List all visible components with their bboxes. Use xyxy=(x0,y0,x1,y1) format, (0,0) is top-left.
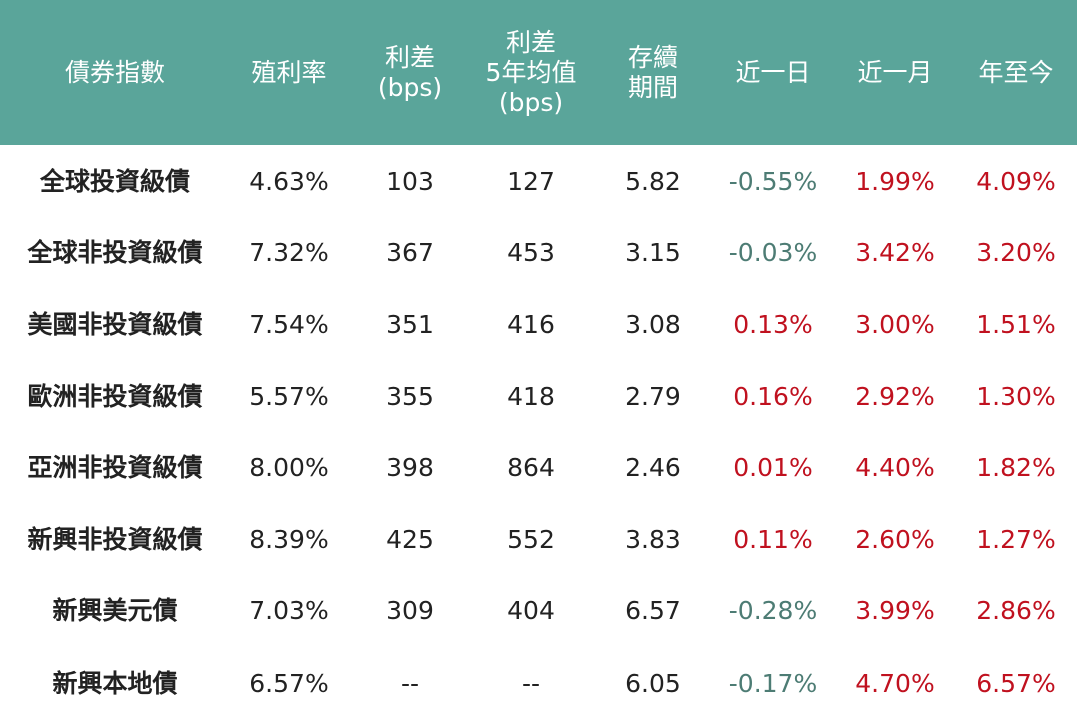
spread-cell: 398 xyxy=(386,453,434,482)
return-1m-cell: 3.00% xyxy=(855,310,935,339)
yield-cell: 5.57% xyxy=(249,382,329,411)
spread-cell: 425 xyxy=(386,525,434,554)
spread-cell: 351 xyxy=(386,310,434,339)
spread-5y-avg-cell: 864 xyxy=(507,453,555,482)
spread-5y-avg-cell: 418 xyxy=(507,382,555,411)
return-1d-cell: 0.01% xyxy=(733,453,813,482)
yield-cell: 8.00% xyxy=(249,453,329,482)
bond-name-cell: 美國非投資級債 xyxy=(27,310,203,339)
header-text-line: (bps) xyxy=(377,73,443,102)
spread-5y-avg-cell: 404 xyxy=(507,596,555,625)
yield-cell: 7.03% xyxy=(249,596,329,625)
return-ytd-cell: 1.82% xyxy=(976,453,1056,482)
return-1m-cell: 2.60% xyxy=(855,525,935,554)
return-1d-cell: 0.16% xyxy=(733,382,813,411)
return-ytd-cell: 6.57% xyxy=(976,669,1056,698)
return-1d-cell: 0.13% xyxy=(733,310,813,339)
header-text-line: 債券指數 xyxy=(64,58,165,87)
yield-cell: 4.63% xyxy=(249,167,329,196)
return-ytd-cell: 2.86% xyxy=(976,596,1056,625)
col-header-1m: 近一月 xyxy=(835,8,955,138)
col-header-spread-5y-avg: 利差 5年均值 (bps) xyxy=(466,8,596,138)
return-1d-cell: -0.17% xyxy=(728,669,818,698)
header-text-line: (bps) xyxy=(498,88,564,117)
duration-cell: 3.83 xyxy=(625,525,681,554)
spread-5y-avg-cell: 453 xyxy=(507,238,555,267)
yield-cell: 7.54% xyxy=(249,310,329,339)
bond-name-cell: 全球非投資級債 xyxy=(27,238,203,267)
header-text-line: 近一日 xyxy=(735,58,811,87)
duration-cell: 5.82 xyxy=(625,167,681,196)
yield-cell: 7.32% xyxy=(249,238,329,267)
header-text-line: 殖利率 xyxy=(251,58,327,87)
spread-cell: 309 xyxy=(386,596,434,625)
spread-5y-avg-cell: 416 xyxy=(507,310,555,339)
return-ytd-cell: 3.20% xyxy=(976,238,1056,267)
spread-5y-avg-cell: 127 xyxy=(507,167,555,196)
col-header-bond-index: 債券指數 xyxy=(10,8,220,138)
table-header xyxy=(0,0,1077,145)
yield-cell: 6.57% xyxy=(249,669,329,698)
spread-cell: 103 xyxy=(386,167,434,196)
header-text-line: 利差 xyxy=(505,28,556,57)
spread-5y-avg-cell: 552 xyxy=(507,525,555,554)
col-header-1d: 近一日 xyxy=(713,8,833,138)
return-1d-cell: -0.55% xyxy=(728,167,818,196)
return-1m-cell: 3.42% xyxy=(855,238,935,267)
duration-cell: 2.46 xyxy=(625,453,681,482)
spread-5y-avg-cell: -- xyxy=(521,669,541,698)
return-ytd-cell: 1.27% xyxy=(976,525,1056,554)
yield-cell: 8.39% xyxy=(249,525,329,554)
duration-cell: 6.05 xyxy=(625,669,681,698)
return-ytd-cell: 1.51% xyxy=(976,310,1056,339)
duration-cell: 3.15 xyxy=(625,238,681,267)
return-1m-cell: 1.99% xyxy=(855,167,935,196)
bond-name-cell: 新興美元債 xyxy=(52,596,178,625)
return-ytd-cell: 1.30% xyxy=(976,382,1056,411)
col-header-yield: 殖利率 xyxy=(229,8,349,138)
bond-name-cell: 新興非投資級債 xyxy=(27,525,203,554)
col-header-ytd: 年至今 xyxy=(956,8,1076,138)
header-text-line: 年至今 xyxy=(978,58,1054,87)
col-header-spread: 利差 (bps) xyxy=(350,8,470,138)
header-text-line: 5年均值 xyxy=(485,58,577,87)
header-text-line: 存續 xyxy=(627,43,678,72)
header-text-line: 利差 xyxy=(384,43,435,72)
return-1m-cell: 2.92% xyxy=(855,382,935,411)
header-text-line: 期間 xyxy=(627,73,678,102)
return-1d-cell: -0.28% xyxy=(728,596,818,625)
col-header-duration: 存續 期間 xyxy=(598,8,708,138)
bond-name-cell: 全球投資級債 xyxy=(39,167,190,196)
spread-cell: -- xyxy=(400,669,420,698)
spread-cell: 355 xyxy=(386,382,434,411)
bond-name-cell: 新興本地債 xyxy=(52,669,178,698)
duration-cell: 2.79 xyxy=(625,382,681,411)
return-1d-cell: -0.03% xyxy=(728,238,818,267)
spread-cell: 367 xyxy=(386,238,434,267)
duration-cell: 6.57 xyxy=(625,596,681,625)
bond-name-cell: 歐洲非投資級債 xyxy=(27,382,203,411)
return-1d-cell: 0.11% xyxy=(733,525,813,554)
return-ytd-cell: 4.09% xyxy=(976,167,1056,196)
return-1m-cell: 4.40% xyxy=(855,453,935,482)
header-text-line: 近一月 xyxy=(857,58,933,87)
bond-name-cell: 亞洲非投資級債 xyxy=(27,453,203,482)
duration-cell: 3.08 xyxy=(625,310,681,339)
return-1m-cell: 3.99% xyxy=(855,596,935,625)
return-1m-cell: 4.70% xyxy=(855,669,935,698)
